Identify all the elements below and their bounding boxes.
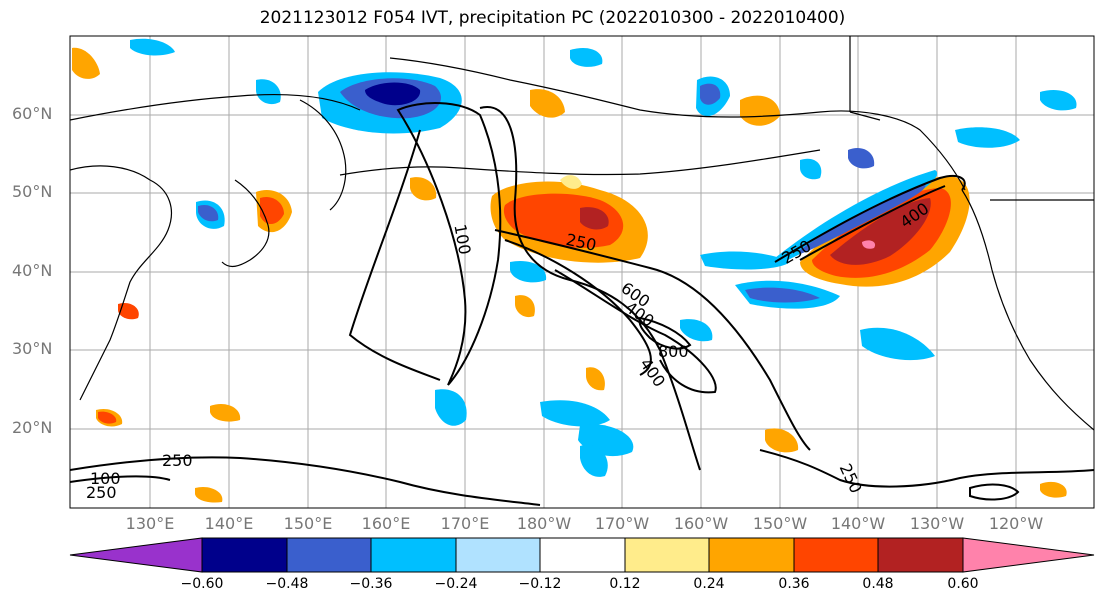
colorbar-bin [202, 538, 287, 572]
lon-label: 120°W [989, 514, 1043, 533]
lon-label: 130°W [910, 514, 964, 533]
colorbar [70, 538, 1094, 572]
lat-label: 20°N [12, 418, 52, 437]
contour-label: 800 [658, 342, 689, 361]
colorbar-tick: −0.36 [350, 576, 393, 592]
colorbar-tick: −0.24 [435, 576, 478, 592]
colorbar-tick: −0.48 [266, 576, 309, 592]
lat-label: 60°N [12, 104, 52, 123]
contour-label: 250 [162, 451, 193, 470]
colorbar-tick: 0.60 [947, 576, 978, 592]
colorbar-bin [878, 538, 963, 572]
colorbar-bin [540, 538, 625, 572]
contour-label: 250 [86, 483, 117, 502]
lon-label: 140°E [205, 514, 254, 533]
lon-label: 140°W [831, 514, 885, 533]
lon-label: 170°W [595, 514, 649, 533]
map-canvas: 100 250 400 250 600 800 400 250 400 250 … [0, 0, 1105, 601]
lon-label: 170°E [441, 514, 490, 533]
lon-label: 160°E [362, 514, 411, 533]
colorbar-bin [709, 538, 794, 572]
lon-label: 160°W [674, 514, 728, 533]
colorbar-bin [456, 538, 540, 572]
colorbar-tick: 0.24 [693, 576, 724, 592]
colorbar-tick: −0.60 [181, 576, 224, 592]
lon-label: 180°W [517, 514, 571, 533]
lat-label: 40°N [12, 261, 52, 280]
colorbar-tick: 0.12 [609, 576, 640, 592]
colorbar-tick: 0.36 [778, 576, 809, 592]
lat-label: 30°N [12, 339, 52, 358]
lon-label: 130°E [126, 514, 175, 533]
lon-label: 150°W [753, 514, 807, 533]
colorbar-bin [371, 538, 456, 572]
colorbar-bin [794, 538, 878, 572]
colorbar-extend-high [963, 538, 1094, 572]
lat-label: 50°N [12, 182, 52, 201]
colorbar-bin [287, 538, 371, 572]
colorbar-bin [625, 538, 709, 572]
lon-label: 150°E [284, 514, 333, 533]
colorbar-extend-low [70, 538, 202, 572]
colorbar-tick: 0.48 [862, 576, 893, 592]
colorbar-tick: −0.12 [519, 576, 562, 592]
